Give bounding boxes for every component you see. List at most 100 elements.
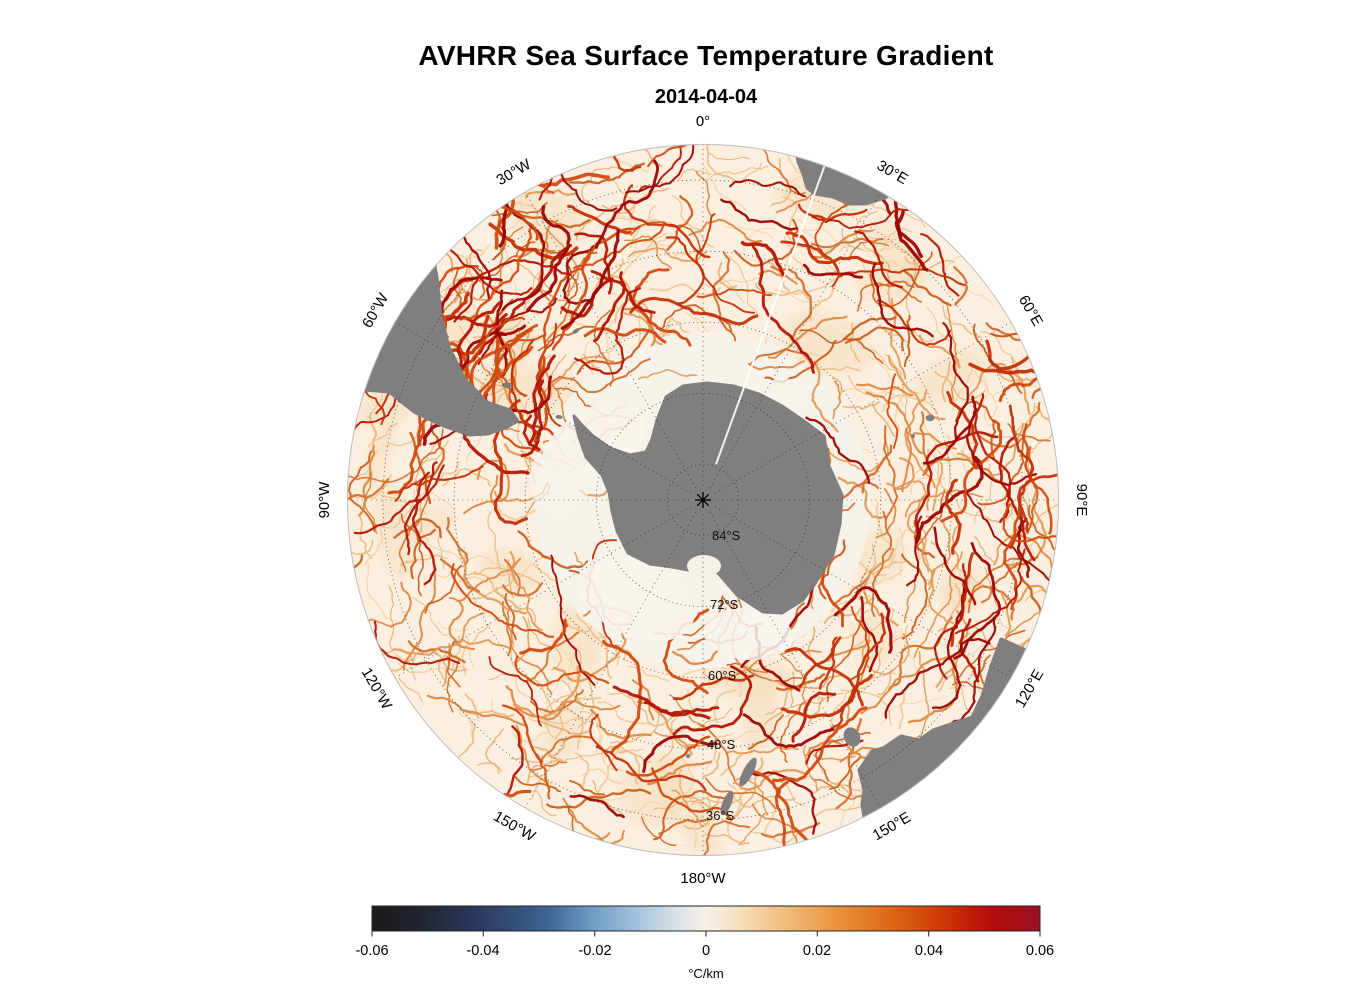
sst-filament [488,656,542,727]
sst-filament [872,569,904,586]
sst-filament [903,314,911,368]
sst-filament [720,198,799,231]
sst-filament [1016,544,1027,574]
sst-filament [363,469,378,534]
sst-filament [797,203,868,221]
meridian-label: 0° [696,113,710,130]
sst-filament [562,244,598,305]
sst-filament [974,535,995,563]
sst-filament [942,305,982,338]
parallel-label: 48°S [707,737,736,752]
sst-filament [934,370,986,401]
graticule-parallel [666,463,740,537]
sst-filament [492,345,534,406]
sst-filament [440,558,480,593]
sst-filament [826,619,864,702]
sst-filament [900,628,919,677]
sst-filament [495,289,508,379]
sst-filament [837,476,887,520]
sst-filament [830,608,875,620]
parallel-label: 84°S [712,528,741,543]
graticule-parallel [595,392,811,608]
sst-filament [713,689,737,724]
land-macquarie-island [685,753,691,759]
sst-filament [403,461,438,556]
sst-filament [407,640,466,664]
land-falkland-islands [502,382,512,388]
sst-filament [871,510,893,618]
colorbar-ticks [371,931,1041,937]
sst-filament [939,479,991,522]
sst-filament [799,329,884,365]
sst-filament [526,204,571,312]
land-kerguelen [925,414,935,422]
sst-filament [535,753,551,800]
sea-ice-patch [577,554,695,642]
land-new-zealand-south-island [739,757,757,787]
ross-ice-shelf [687,555,721,577]
sst-filament [393,518,442,539]
sst-filament [941,601,979,647]
parallel-label: 36°S [706,808,735,823]
sst-filament [502,582,543,597]
sst-filament [503,558,521,597]
sst-filament [717,262,738,289]
colorbar-unit-label: °C/km [688,966,724,981]
sst-filament [726,757,764,825]
sst-filament [510,201,539,225]
sst-filament [501,202,546,311]
sst-filament [877,299,951,347]
meridian-label: 60°W [359,290,393,331]
graticule [347,144,1059,856]
sst-filament [539,250,591,370]
sst-filament [367,422,399,448]
sst-filament [871,402,896,437]
sst-filament [734,769,807,791]
south-pole-marker [695,492,711,508]
colorbar-tick-label: -0.04 [466,943,499,959]
sst-filament [907,326,935,342]
sst-filament [823,597,873,625]
sst-filament [907,665,959,724]
sst-filament [485,728,504,772]
sst-filament [567,204,632,235]
parallel-label: 60°S [708,668,737,683]
sst-filament [1016,517,1031,578]
sst-filament [553,626,627,683]
sst-filament [623,235,673,270]
sst-filament [811,237,884,249]
sst-filament [939,298,957,402]
sst-filament [594,159,660,250]
sst-filament [904,489,984,518]
sst-filament [535,790,557,817]
sst-filament [998,435,1036,562]
sst-filament [426,694,527,727]
sst-filament [916,489,946,547]
sst-filament [569,780,606,796]
sst-filament [1002,503,1059,543]
sst-filament [696,288,773,299]
sst-filament [1008,404,1035,533]
sst-filament [557,609,606,640]
meridian-label: 180°W [680,870,726,887]
sst-filament [505,685,567,721]
sst-filament [659,715,682,763]
sst-filament [837,609,869,644]
sst-filament [410,528,437,580]
sst-filament [496,343,516,404]
sst-filament [805,416,870,484]
sst-filament [926,307,963,356]
sst-filament [854,230,904,289]
sst-filament [490,317,522,356]
sst-filament [931,461,944,512]
sst-filament [400,513,424,597]
land-tasmania [843,727,861,747]
sst-filament [747,360,805,371]
data-seam [715,165,826,465]
sst-filament [881,394,939,416]
sst-filament [766,674,851,690]
sst-filament [873,280,915,288]
sst-filament [915,448,930,474]
sst-filament [967,362,1031,415]
